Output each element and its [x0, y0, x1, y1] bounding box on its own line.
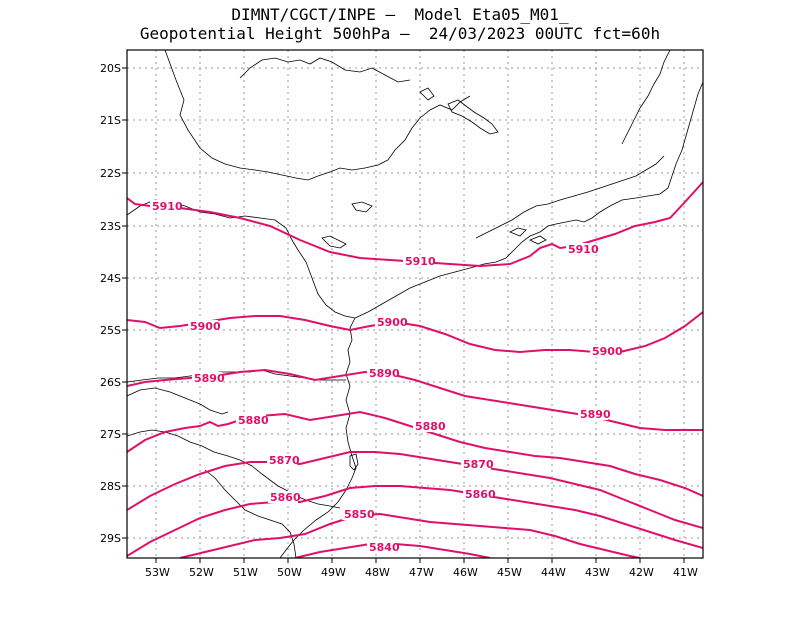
contour-5860-line: [127, 485, 703, 557]
state-border-sc-rs: [127, 429, 341, 509]
contour-label: 5860: [465, 488, 496, 501]
lon-label: 42W: [629, 566, 654, 579]
contour-label: 5880: [415, 420, 446, 433]
lon-label: 44W: [541, 566, 566, 579]
lat-labels: 20S 21S 22S 23S 24S 25S 26S 27S 28S 29S: [100, 62, 121, 545]
lon-label: 45W: [497, 566, 522, 579]
lon-label: 50W: [277, 566, 302, 579]
lon-ticks: [155, 558, 685, 563]
lon-label: 49W: [321, 566, 346, 579]
coastline-pr-sc: [279, 317, 357, 558]
contour-label: 5890: [369, 367, 400, 380]
rio-islands: [509, 227, 547, 245]
reservoir-lakes: [447, 99, 499, 135]
lon-label: 46W: [453, 566, 478, 579]
lon-label: 53W: [145, 566, 170, 579]
contour-label: 5850: [344, 508, 375, 521]
contour-5880-line: [127, 410, 703, 497]
lake-parana: [351, 201, 373, 213]
santa-catarina-island: [349, 453, 359, 471]
map-frame: [126, 49, 704, 559]
contour-label: 5890: [194, 372, 225, 385]
contour-label: 5910: [568, 243, 599, 256]
contour-label: 5910: [152, 200, 183, 213]
coastline-es: [621, 50, 671, 145]
state-border-mg-north: [239, 57, 411, 83]
state-border-sp-mg: [164, 50, 471, 181]
reservoir-3: [321, 235, 347, 249]
lat-label: 28S: [100, 480, 121, 493]
coastline-sp-rj: [354, 81, 703, 319]
lat-label: 22S: [100, 167, 121, 180]
coastlines-and-borders: [127, 50, 703, 558]
contour-5850-line: [179, 512, 641, 558]
lat-label: 24S: [100, 272, 121, 285]
border-argentina: [127, 387, 229, 415]
lat-label: 25S: [100, 324, 121, 337]
lat-label: 20S: [100, 62, 121, 75]
contour-label: 5880: [238, 414, 269, 427]
lat-label: 23S: [100, 220, 121, 233]
contour-labels: 5910 5910 5910 5900 5900 5900 5890 5890 …: [150, 200, 623, 554]
contour-label: 5890: [580, 408, 611, 421]
lon-label: 48W: [365, 566, 390, 579]
contour-label: 5900: [190, 320, 221, 333]
contour-label: 5870: [463, 458, 494, 471]
border-uruguay: [204, 469, 297, 558]
contour-lines: [127, 181, 703, 558]
lon-labels: 53W 52W 51W 50W 49W 48W 47W 46W 45W 44W …: [145, 566, 698, 579]
lon-label: 52W: [189, 566, 214, 579]
lon-label: 43W: [585, 566, 610, 579]
contour-5910-line: [127, 181, 703, 268]
lat-ticks: [122, 67, 127, 539]
contour-label: 5840: [369, 541, 400, 554]
contour-label: 5910: [405, 255, 436, 268]
contour-label: 5900: [377, 316, 408, 329]
lat-label: 21S: [100, 114, 121, 127]
contour-label: 5900: [592, 345, 623, 358]
contour-label: 5860: [270, 491, 301, 504]
title-line-2: Geopotential Height 500hPa – 24/03/2023 …: [139, 24, 661, 43]
contour-label: 5870: [269, 454, 300, 467]
lat-label: 26S: [100, 376, 121, 389]
title-line-1: DIMNT/CGCT/INPE – Model Eta05_M01_: [231, 5, 569, 24]
graticule: [127, 50, 703, 558]
contour-5870-line: [127, 451, 703, 529]
lat-label: 27S: [100, 428, 121, 441]
state-border-rj-mg: [475, 155, 665, 239]
lon-label: 41W: [673, 566, 698, 579]
lon-label: 47W: [409, 566, 434, 579]
lon-label: 51W: [233, 566, 258, 579]
reservoir-2: [419, 87, 435, 101]
lat-label: 29S: [100, 532, 121, 545]
